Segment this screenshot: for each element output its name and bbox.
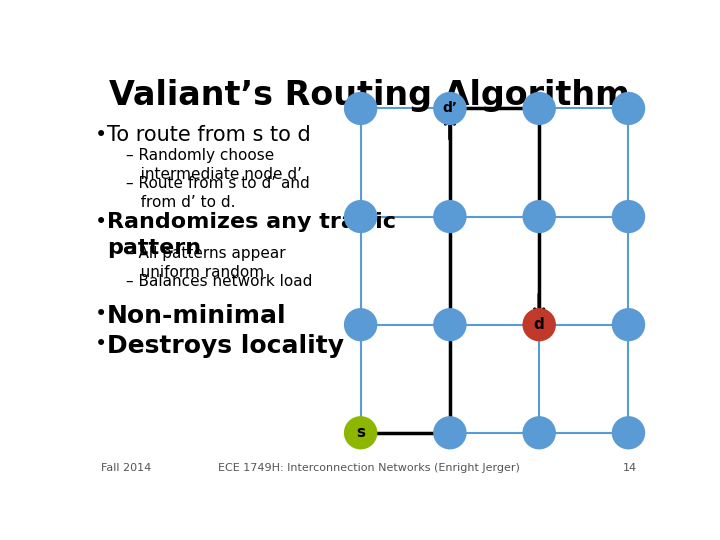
Text: s: s xyxy=(356,426,365,440)
Ellipse shape xyxy=(523,200,556,233)
Text: – All patterns appear
   uniform random: – All patterns appear uniform random xyxy=(126,246,286,280)
Text: – Route from s to d’ and
   from d’ to d.: – Route from s to d’ and from d’ to d. xyxy=(126,176,310,210)
Ellipse shape xyxy=(612,308,645,341)
Text: To route from s to d: To route from s to d xyxy=(107,125,310,145)
Ellipse shape xyxy=(344,200,377,233)
Ellipse shape xyxy=(523,308,556,341)
Text: •: • xyxy=(94,125,107,145)
Text: – Randomly choose
   intermediate node d’: – Randomly choose intermediate node d’ xyxy=(126,148,302,182)
Ellipse shape xyxy=(523,416,556,449)
Ellipse shape xyxy=(612,416,645,449)
Text: d’: d’ xyxy=(442,102,457,116)
Ellipse shape xyxy=(433,308,467,341)
Ellipse shape xyxy=(612,92,645,125)
Ellipse shape xyxy=(433,200,467,233)
Ellipse shape xyxy=(344,416,377,449)
Text: Valiant’s Routing Algorithm: Valiant’s Routing Algorithm xyxy=(109,79,629,112)
Ellipse shape xyxy=(433,92,467,125)
Ellipse shape xyxy=(612,200,645,233)
Text: Randomizes any traffic
pattern: Randomizes any traffic pattern xyxy=(107,212,396,258)
Text: Fall 2014: Fall 2014 xyxy=(101,463,151,473)
Text: Non-minimal: Non-minimal xyxy=(107,304,287,328)
Text: ECE 1749H: Interconnection Networks (Enright Jerger): ECE 1749H: Interconnection Networks (Enr… xyxy=(218,463,520,473)
Text: •: • xyxy=(94,304,107,324)
Text: •: • xyxy=(94,334,107,354)
Ellipse shape xyxy=(433,416,467,449)
Text: Destroys locality: Destroys locality xyxy=(107,334,343,358)
Text: d: d xyxy=(534,317,544,332)
Text: 14: 14 xyxy=(623,463,637,473)
Text: •: • xyxy=(94,212,107,232)
Ellipse shape xyxy=(523,92,556,125)
Text: – Balances network load: – Balances network load xyxy=(126,274,312,288)
Ellipse shape xyxy=(344,308,377,341)
Ellipse shape xyxy=(344,92,377,125)
